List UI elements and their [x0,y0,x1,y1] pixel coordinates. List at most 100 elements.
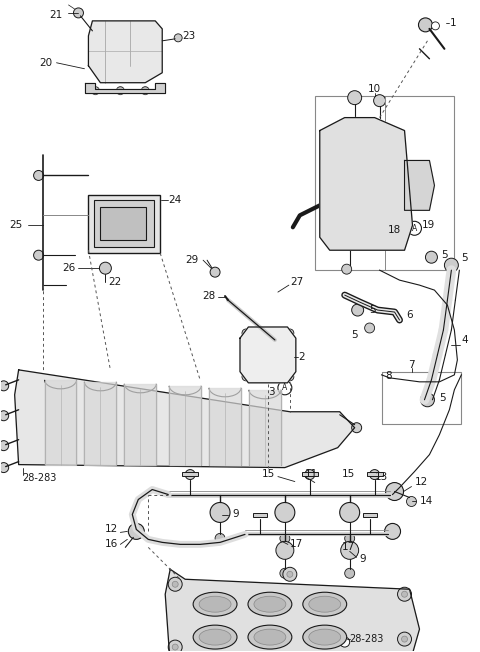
Circle shape [286,329,294,337]
Text: 13: 13 [374,471,388,482]
Circle shape [340,503,360,522]
Text: 9: 9 [360,554,366,565]
Text: 24: 24 [168,196,181,205]
Text: 27: 27 [290,277,303,287]
Circle shape [174,34,182,42]
Circle shape [432,22,439,30]
Circle shape [341,541,359,559]
Circle shape [185,469,195,480]
Text: 5: 5 [439,393,446,403]
Text: 4: 4 [461,335,468,345]
Circle shape [172,644,178,650]
Text: 28: 28 [202,291,215,301]
Text: 11: 11 [305,469,318,479]
Circle shape [0,441,9,451]
Circle shape [397,632,411,646]
Bar [182,471,198,475]
Circle shape [444,258,458,272]
Circle shape [345,569,355,578]
Circle shape [34,170,44,181]
Text: 26: 26 [62,263,75,273]
Text: 12: 12 [105,524,119,535]
Circle shape [210,267,220,277]
Text: 7: 7 [408,360,415,370]
Text: A: A [282,383,288,393]
Circle shape [280,569,290,578]
Circle shape [340,166,380,205]
Circle shape [73,8,84,18]
Polygon shape [405,160,434,211]
Bar [367,471,383,475]
Ellipse shape [303,625,347,649]
Polygon shape [15,370,355,467]
Circle shape [402,591,408,597]
Circle shape [242,373,250,381]
Polygon shape [249,390,281,465]
Circle shape [116,87,124,95]
Polygon shape [169,386,201,465]
Circle shape [0,411,9,421]
Bar [100,207,146,240]
Polygon shape [124,384,156,465]
Polygon shape [165,569,420,652]
Circle shape [373,95,385,107]
Text: 17: 17 [290,539,303,550]
Circle shape [405,173,429,198]
Circle shape [250,337,286,373]
Bar [302,471,318,475]
Ellipse shape [254,629,286,645]
Text: 21: 21 [49,10,62,20]
Circle shape [408,221,421,235]
Circle shape [350,175,370,196]
Circle shape [280,533,290,543]
Text: 14: 14 [420,496,433,507]
Polygon shape [209,388,241,465]
Circle shape [168,577,182,591]
Circle shape [168,640,182,652]
Bar [315,96,455,270]
Ellipse shape [248,625,292,649]
Text: 5: 5 [370,305,376,315]
Text: 19: 19 [421,220,435,230]
Circle shape [348,91,361,104]
Circle shape [425,251,437,263]
Polygon shape [88,21,162,83]
Text: 29: 29 [185,255,198,265]
Bar [95,200,154,247]
Circle shape [345,533,355,543]
Circle shape [365,323,374,333]
Text: A: A [412,224,417,233]
Text: 28-283: 28-283 [23,473,57,482]
Circle shape [278,381,292,395]
Ellipse shape [248,592,292,616]
Text: 25: 25 [10,220,23,230]
Ellipse shape [193,592,237,616]
Text: 2: 2 [298,352,304,362]
Text: 17: 17 [341,542,355,552]
Circle shape [276,541,294,559]
Circle shape [258,345,278,365]
Circle shape [385,482,404,501]
Circle shape [0,463,9,473]
Bar [363,514,377,518]
Circle shape [215,533,225,543]
Text: 5: 5 [461,253,468,263]
Circle shape [286,373,294,381]
Text: 5: 5 [442,250,448,260]
Bar [253,514,267,518]
Text: 23: 23 [182,31,195,41]
Text: 15: 15 [341,469,355,479]
Ellipse shape [309,629,341,645]
Circle shape [210,503,230,522]
Polygon shape [240,327,296,383]
Text: 8: 8 [385,371,392,381]
Bar [88,196,160,253]
Circle shape [420,393,434,407]
Polygon shape [320,117,412,250]
Circle shape [370,469,380,480]
Circle shape [0,381,9,391]
Circle shape [91,87,99,95]
Circle shape [275,503,295,522]
Ellipse shape [309,596,341,612]
Circle shape [397,587,411,601]
